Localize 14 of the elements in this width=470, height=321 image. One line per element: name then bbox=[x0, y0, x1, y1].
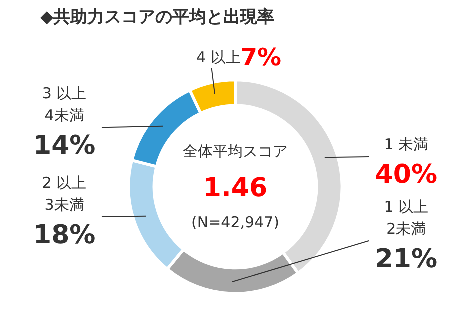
slice-label: 2 以上 3未満 bbox=[42, 174, 87, 214]
data-label: 7% bbox=[240, 43, 282, 72]
data-label: 14% bbox=[33, 130, 96, 161]
data-label: 40% bbox=[375, 160, 438, 190]
data-label: 21% bbox=[375, 244, 438, 274]
data-label: 18% bbox=[33, 220, 96, 250]
text: 全体平均スコア bbox=[183, 142, 288, 160]
slice-label: 1 未満 bbox=[384, 136, 429, 154]
chart-title: ◆共助力スコアの平均と出現率 bbox=[40, 8, 275, 28]
slice-label: 1 以上 2未満 bbox=[384, 198, 429, 238]
slice-label: 3 以上 4未満 bbox=[42, 84, 87, 124]
text: 1.46 bbox=[203, 173, 268, 204]
text: (N=42,947) bbox=[192, 214, 280, 232]
slice-label: 4 以上 bbox=[196, 48, 241, 66]
